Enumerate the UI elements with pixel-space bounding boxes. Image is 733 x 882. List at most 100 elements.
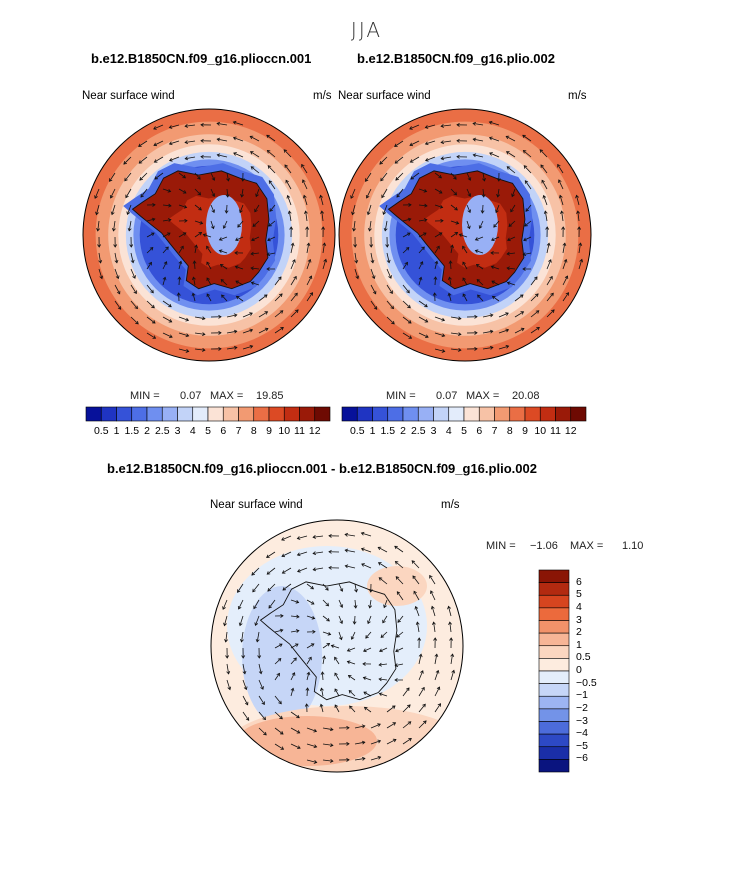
- colorbar-swatch: [161, 406, 178, 422]
- colorbar-swatch: [299, 406, 316, 422]
- panel1-unit-label: m/s: [313, 90, 332, 102]
- diff-colorbar-tick-label: −6: [576, 752, 588, 765]
- diff-colorbar-swatch: [538, 683, 570, 697]
- colorbar-swatch: [341, 406, 358, 422]
- colorbar-swatch: [433, 406, 450, 422]
- diff-colorbar-tick-label: −3: [576, 714, 588, 727]
- colorbar-swatch: [116, 406, 133, 422]
- colorbar-swatch: [131, 406, 148, 422]
- season-title: JJA: [350, 18, 383, 42]
- colorbar-tick-label: 8: [250, 425, 257, 437]
- colorbar-tick-label: 1: [113, 425, 120, 437]
- colorbar-tick-label: 9: [266, 425, 272, 437]
- colorbar-swatch: [283, 406, 300, 422]
- colorbar-tick-label: 3: [430, 425, 437, 437]
- panel1-max-value: 19.85: [256, 390, 284, 402]
- diff-colorbar-tick-label: −2: [576, 701, 588, 714]
- diff-colorbar-swatch: [538, 721, 570, 735]
- diff-colorbar-swatch: [538, 620, 570, 634]
- colorbar-tick-label: 3: [174, 425, 181, 437]
- diff-colorbar-swatch: [538, 746, 570, 760]
- panel1-colorbar: [85, 406, 331, 422]
- diff-colorbar-tick-label: −0.5: [576, 676, 597, 689]
- colorbar-tick-label: 1.5: [380, 425, 396, 437]
- panel2-case-title: b.e12.B1850CN.f09_g16.plio.002: [357, 51, 555, 66]
- colorbar-swatch: [539, 406, 556, 422]
- colorbar-swatch: [494, 406, 511, 422]
- diff-colorbar-swatch: [538, 670, 570, 684]
- panel2-unit-label: m/s: [568, 90, 587, 102]
- colorbar-swatch: [478, 406, 495, 422]
- colorbar-tick-label: 12: [564, 425, 577, 437]
- colorbar-tick-label: 1: [369, 425, 376, 437]
- diff-colorbar-tick-label: 3: [576, 613, 582, 626]
- colorbar-tick-label: 2: [400, 425, 406, 437]
- colorbar-tick-label: 5: [205, 425, 211, 437]
- colorbar-swatch: [100, 406, 117, 422]
- panel1-min-value: 0.07: [180, 390, 202, 402]
- diff-variable-label: Near surface wind: [210, 499, 303, 511]
- diff-colorbar-tick-label: 1: [576, 638, 582, 651]
- colorbar-swatch: [387, 406, 404, 422]
- diff-colorbar-tick-label: −1: [576, 689, 588, 702]
- diff-colorbar-swatch: [538, 569, 570, 583]
- colorbar-swatch: [222, 406, 239, 422]
- diff-polar-map: [210, 519, 464, 773]
- diff-unit-label: m/s: [441, 499, 460, 511]
- colorbar-tick-label: 4: [189, 425, 196, 437]
- diff-min-value: −1.06: [530, 540, 558, 552]
- colorbar-tick-label: 1.5: [124, 425, 140, 437]
- colorbar-swatch: [253, 406, 270, 422]
- panel2-polar-map: [338, 108, 592, 362]
- panel1-min-label: MIN =: [130, 390, 160, 402]
- colorbar-tick-label: 0.5: [349, 425, 365, 437]
- panel2-variable-label: Near surface wind: [338, 90, 431, 102]
- colorbar-tick-label: 6: [476, 425, 483, 437]
- colorbar-swatch: [570, 406, 587, 422]
- diff-max-label: MAX =: [570, 540, 604, 552]
- colorbar-swatch: [268, 406, 285, 422]
- diff-colorbar-swatch: [538, 582, 570, 596]
- colorbar-swatch: [146, 406, 163, 422]
- colorbar-tick-label: 9: [522, 425, 528, 437]
- colorbar-swatch: [509, 406, 526, 422]
- diff-colorbar-swatch: [538, 708, 570, 722]
- colorbar-swatch: [448, 406, 465, 422]
- colorbar-tick-label: 6: [220, 425, 227, 437]
- panel1-max-label: MAX =: [210, 390, 244, 402]
- diff-colorbar: [538, 569, 570, 773]
- colorbar-tick-label: 2.5: [410, 425, 426, 437]
- colorbar-tick-label: 4: [445, 425, 452, 437]
- colorbar-tick-label: 11: [550, 425, 561, 437]
- diff-colorbar-swatch: [538, 733, 570, 748]
- diff-colorbar-swatch: [538, 607, 570, 621]
- colorbar-swatch: [463, 406, 480, 422]
- colorbar-tick-label: 11: [294, 425, 305, 437]
- diff-colorbar-swatch: [538, 645, 570, 659]
- diff-colorbar-swatch: [538, 695, 570, 710]
- colorbar-swatch: [177, 406, 194, 422]
- diff-colorbar-swatch: [538, 632, 570, 647]
- panel2-min-value: 0.07: [436, 390, 458, 402]
- colorbar-tick-label: 5: [461, 425, 467, 437]
- diff-colorbar-tick-label: −5: [576, 739, 588, 752]
- colorbar-tick-label: 2: [144, 425, 150, 437]
- colorbar-tick-label: 10: [278, 425, 291, 437]
- colorbar-tick-label: 0.5: [93, 425, 109, 437]
- panel2-max-label: MAX =: [466, 390, 500, 402]
- colorbar-swatch: [238, 406, 255, 422]
- panel2-colorbar: [341, 406, 587, 422]
- colorbar-swatch: [192, 406, 209, 422]
- diff-min-label: MIN =: [486, 540, 516, 552]
- diff-max-value: 1.10: [622, 540, 644, 552]
- diff-colorbar-tick-label: 2: [576, 626, 582, 639]
- diff-colorbar-tick-label: 0.5: [576, 651, 591, 664]
- colorbar-swatch: [555, 406, 572, 422]
- colorbar-tick-label: 2.5: [154, 425, 170, 437]
- colorbar-swatch: [207, 406, 224, 422]
- diff-colorbar-tick-label: 4: [576, 600, 582, 613]
- colorbar-swatch: [524, 406, 541, 422]
- colorbar-tick-label: 7: [491, 425, 498, 437]
- diff-colorbar-tick-label: 6: [576, 575, 582, 588]
- colorbar-swatch: [402, 406, 419, 422]
